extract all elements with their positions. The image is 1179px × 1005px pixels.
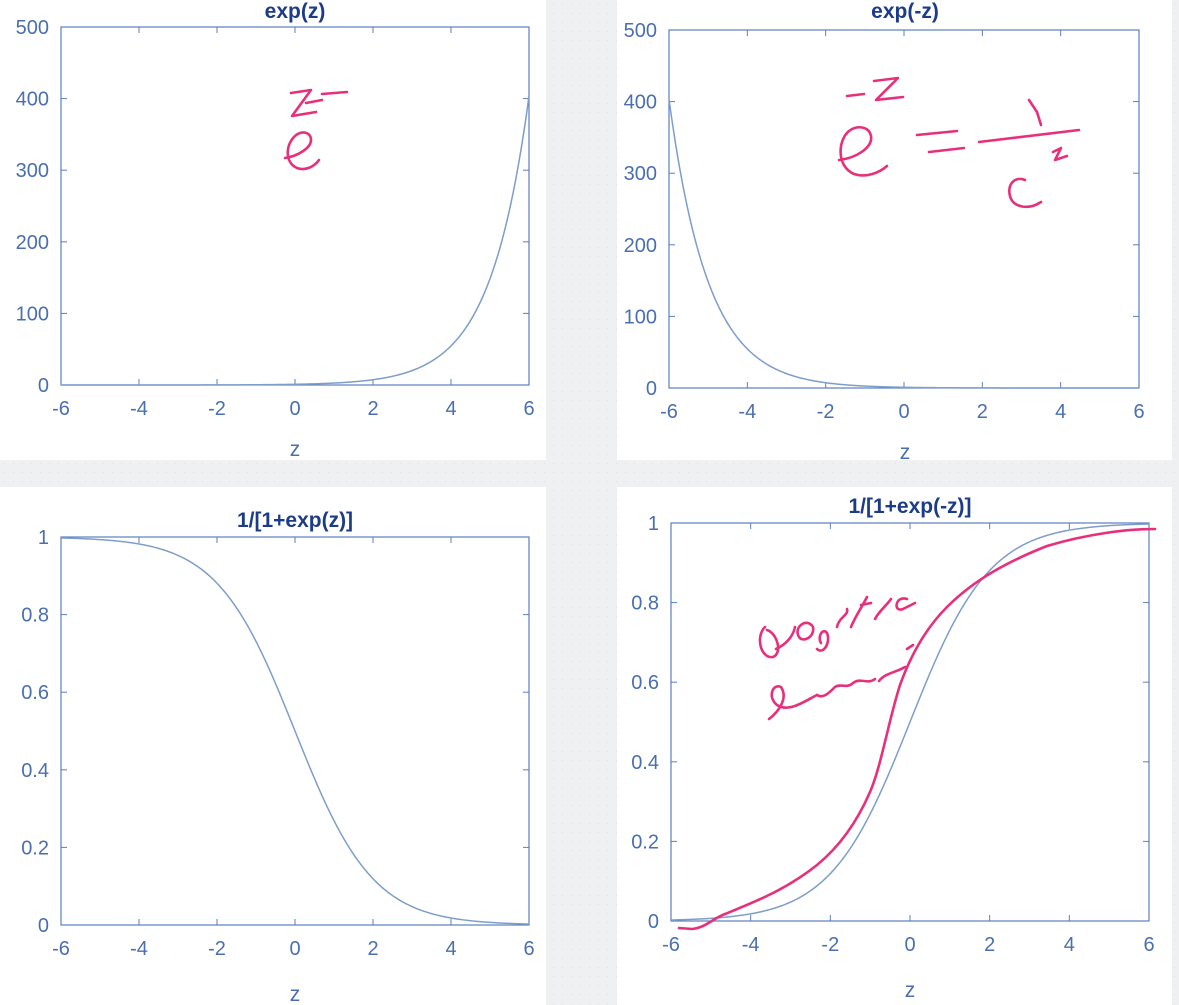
series-line	[60, 537, 530, 925]
x-tick-label: 4	[1055, 401, 1066, 423]
y-tick-label: 400	[16, 89, 49, 111]
handwritten-annotation-logistic	[677, 527, 1157, 931]
x-axis-label: z	[900, 441, 911, 464]
x-tick-label: -6	[52, 938, 70, 960]
x-tick-label: 4	[1064, 934, 1075, 956]
y-tick-label: 0.4	[631, 752, 659, 774]
chart-panel-exp-neg-z: exp(-z) -6 -4 -2 0 2 4 6 0 100 200 300 400 500 z	[617, 0, 1172, 464]
x-tick-label: 2	[977, 401, 988, 423]
x-tick-label: 6	[523, 398, 534, 420]
chart-exp-z: exp(z) -6 -4 -2 0 2 4 6 0 100 200 300 400 500 z	[16, 0, 535, 461]
y-tick-label: 300	[624, 163, 657, 185]
y-tick-labels: 0 100 200 300 400 500	[624, 20, 657, 400]
x-tick-label: 6	[1133, 401, 1144, 423]
x-tick-label: -6	[52, 398, 70, 420]
tick-marks	[60, 26, 530, 386]
y-tick-label: 0.2	[631, 831, 659, 853]
x-tick-label: 4	[445, 938, 456, 960]
x-tick-label: -2	[208, 398, 226, 420]
y-tick-label: 500	[624, 20, 657, 42]
y-tick-label: 400	[624, 92, 657, 114]
chart-panel-logistic: 1/[1+exp(-z)] -6 -4 -2 0 2 4 6 0 0.2 0.4 0.6 0.8 1 …	[617, 487, 1172, 1005]
x-tick-label: -4	[130, 398, 148, 420]
x-tick-labels: -6 -4 -2 0 2 4 6	[52, 398, 534, 420]
handwritten-annotation-e-z	[283, 88, 349, 171]
x-tick-label: -2	[208, 938, 226, 960]
y-tick-label: 500	[16, 17, 49, 39]
x-tick-label: -6	[660, 401, 678, 423]
series-line	[61, 96, 530, 386]
x-tick-label: -4	[742, 934, 760, 956]
x-tick-label: -4	[130, 938, 148, 960]
y-tick-label: 200	[624, 235, 657, 257]
tick-marks	[60, 536, 530, 926]
y-tick-label: 0.4	[21, 760, 49, 782]
hand-drawn-sigmoid-trace	[677, 527, 1157, 931]
plot-frame	[60, 26, 530, 386]
x-tick-labels: -6 -4 -2 0 2 4 6	[660, 401, 1144, 423]
x-tick-label: 6	[523, 938, 534, 960]
y-tick-label: 0.6	[631, 672, 659, 694]
x-tick-label: 2	[367, 398, 378, 420]
handwritten-annotation-e-neg-z	[837, 76, 1081, 209]
y-tick-label: 0	[38, 915, 49, 937]
y-tick-label: 200	[16, 232, 49, 254]
y-tick-label: 0	[38, 375, 49, 397]
y-tick-labels: 0 100 200 300 400 500	[16, 17, 49, 397]
chart-panel-exp-z: exp(z) -6 -4 -2 0 2 4 6 0 100 200 300 400 500 z	[0, 0, 546, 461]
x-tick-label: -2	[821, 934, 839, 956]
y-tick-label: 0.8	[631, 593, 659, 615]
x-tick-labels: -6 -4 -2 0 2 4 6	[52, 938, 534, 960]
y-tick-label: 0.8	[21, 605, 49, 627]
plot-frame	[668, 29, 1140, 389]
series-line	[670, 523, 1150, 921]
x-tick-labels: -6 -4 -2 0 2 4 6	[662, 934, 1154, 956]
y-tick-label: 1	[38, 527, 49, 549]
chart-title: 1/[1+exp(-z)]	[848, 495, 971, 518]
x-tick-label: 2	[367, 938, 378, 960]
chart-logistic: 1/[1+exp(-z)] -6 -4 -2 0 2 4 6 00.20.40.60.81 …	[631, 495, 1157, 1002]
x-tick-label: 0	[898, 401, 909, 423]
series-line	[668, 99, 1139, 389]
y-tick-label: 0.2	[21, 837, 49, 859]
y-tick-label: 100	[16, 303, 49, 325]
x-tick-label: 0	[289, 398, 300, 420]
chart-title: exp(z)	[265, 0, 326, 23]
y-tick-label: 300	[16, 160, 49, 182]
y-tick-label: 0	[648, 911, 659, 933]
x-tick-label: -4	[738, 401, 756, 423]
chart-panel-logistic-neg: 1/[1+exp(z)] -6 -4 -2 0 2 4 6 0 0.2 0.4 0.6 0.8 1 z	[0, 487, 546, 1005]
y-tick-label: 1	[648, 513, 659, 535]
tick-marks	[668, 29, 1140, 389]
chart-logistic-neg: 1/[1+exp(z)] -6 -4 -2 0 2 4 6 0 0.2 0.4 0.6 0.8 1 z	[21, 509, 534, 1005]
x-axis-label: z	[290, 983, 301, 1005]
x-tick-label: 2	[984, 934, 995, 956]
x-tick-label: 6	[1143, 934, 1154, 956]
y-tick-labels: 0 0.2 0.4 0.6 0.8 1	[21, 527, 49, 937]
chart-title: 1/[1+exp(z)]	[237, 509, 353, 532]
x-tick-label: 4	[445, 398, 456, 420]
x-axis-label: z	[290, 438, 301, 461]
x-axis-label: z	[905, 979, 916, 1002]
x-tick-label: 0	[904, 934, 915, 956]
chart-exp-neg-z: exp(-z) -6 -4 -2 0 2 4 6 0 100 200 300 400 500 z	[624, 0, 1145, 464]
x-tick-label: -6	[662, 934, 680, 956]
x-tick-label: -2	[817, 401, 835, 423]
y-tick-label: 0	[646, 378, 657, 400]
tick-marks	[670, 522, 1150, 922]
y-tick-labels: 0 0.2 0.4 0.6 0.8 1	[631, 513, 659, 933]
y-tick-label: 0.6	[21, 682, 49, 704]
y-tick-label: 100	[624, 306, 657, 328]
chart-title: exp(-z)	[871, 0, 939, 23]
x-tick-label: 0	[289, 938, 300, 960]
